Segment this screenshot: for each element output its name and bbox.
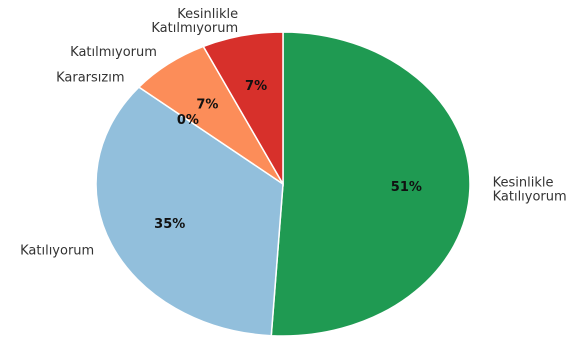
pct-label-kararsizim: 0% bbox=[177, 113, 199, 128]
pie-slice-kesinlikle-katilmiyorum bbox=[202, 31, 284, 187]
slice-label-line: Katılmıyorum bbox=[70, 45, 157, 60]
slice-label-line: Kesinlikle bbox=[177, 7, 238, 22]
pct-label-kesinlikle-katilmiyorum: 7% bbox=[245, 79, 267, 94]
slice-label-kesinlikle-katilmiyorum: Kesinlikle Katılmıyorum bbox=[151, 7, 238, 36]
slice-label-kesinlikle-katiliyorum: Kesinlikle Katılıyorum bbox=[493, 175, 567, 204]
slice-label-katiliyorum: Katılıyorum bbox=[20, 243, 94, 258]
slice-label-katilmiyorum: Katılmıyorum bbox=[70, 45, 157, 60]
slice-label-line: Katılmıyorum bbox=[151, 21, 238, 36]
pct-label-katilmiyorum: 7% bbox=[196, 98, 218, 113]
pct-label-kesinlikle-katiliyorum: 51% bbox=[391, 180, 422, 195]
slice-label-line: Katılıyorum bbox=[20, 243, 94, 258]
pie-labels: Kesinlikle Katılıyorum51%Katılıyorum35%Ka… bbox=[20, 7, 567, 259]
pct-label-katiliyorum: 35% bbox=[154, 217, 185, 232]
pie-slice-kesinlikle-katiliyorum bbox=[270, 31, 471, 337]
slice-label-kararsizim: Kararsızım bbox=[56, 70, 124, 85]
slice-label-line: Kararsızım bbox=[56, 70, 124, 85]
slice-label-line: Katılıyorum bbox=[493, 189, 567, 204]
pie-slice-katiliyorum bbox=[95, 86, 284, 337]
slice-label-line: Kesinlikle bbox=[493, 175, 554, 190]
pie-slices bbox=[95, 31, 471, 337]
